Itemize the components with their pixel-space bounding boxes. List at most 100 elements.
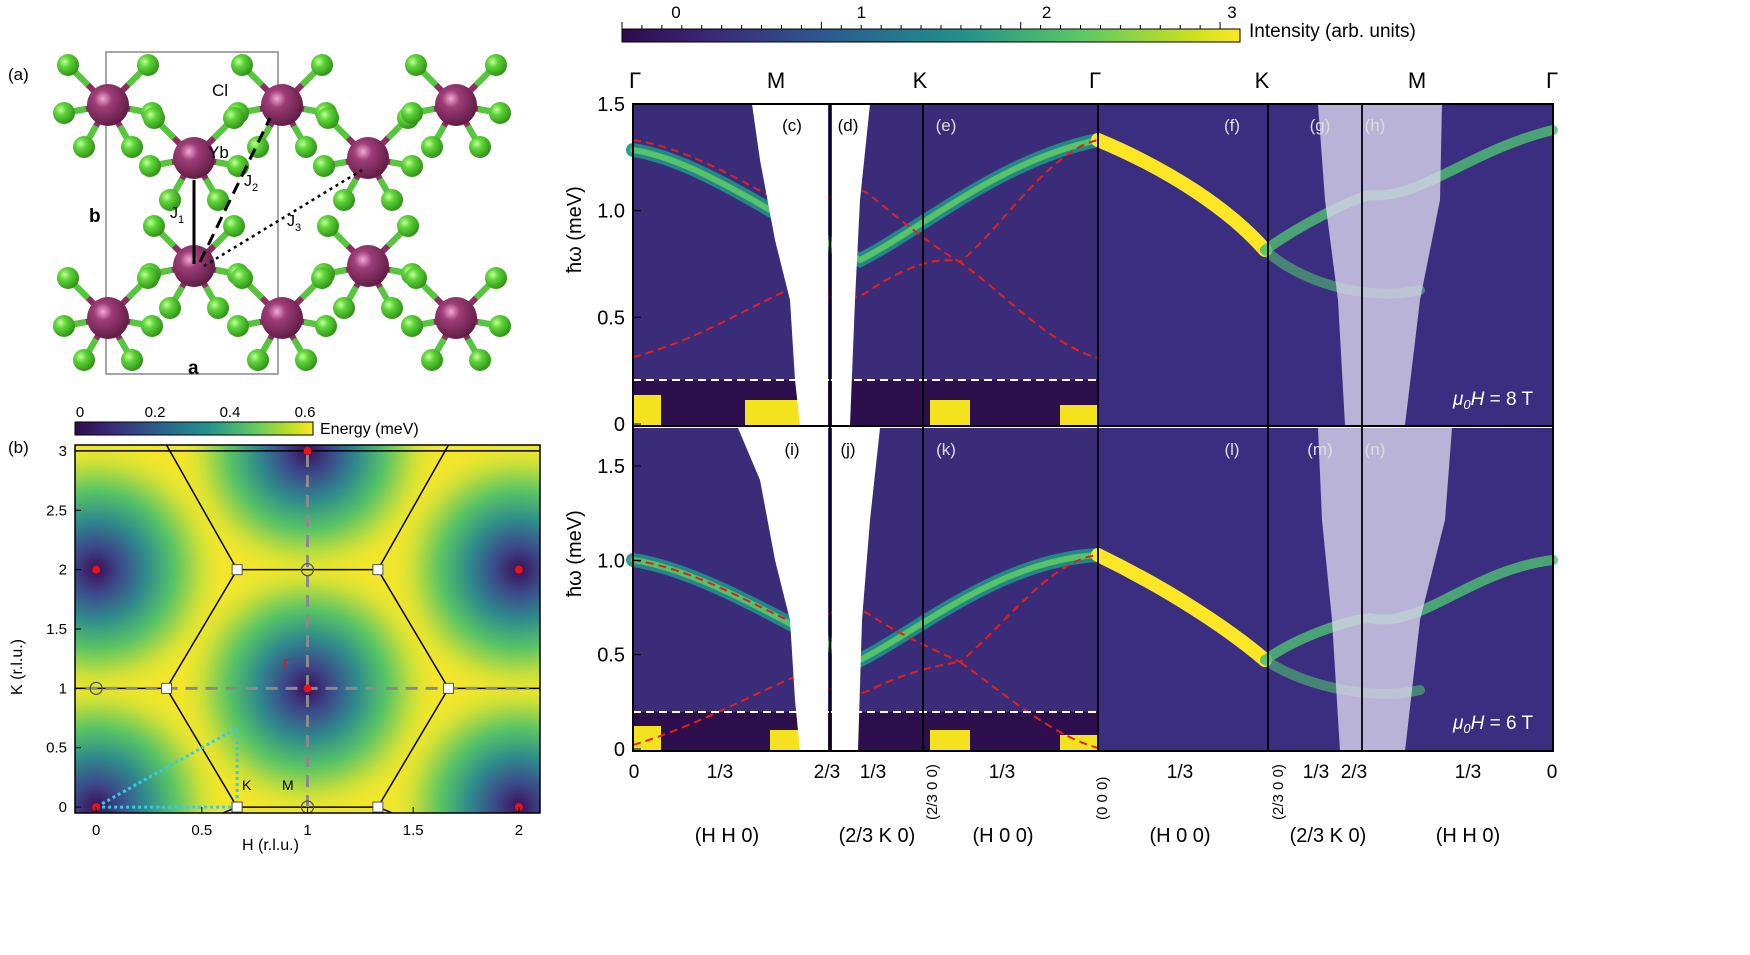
energy-minimum <box>75 445 228 701</box>
cl-atom <box>143 107 165 129</box>
subpanel-label: (n) <box>1365 440 1386 459</box>
yb-atom <box>347 137 389 179</box>
path-label: (H H 0) <box>1436 825 1500 847</box>
cl-atom <box>231 267 253 289</box>
k-point-label: K <box>242 777 252 793</box>
x-tick-label: 1/3 <box>1303 762 1329 783</box>
subpanel-label: (m) <box>1307 440 1332 459</box>
cl-atom <box>207 189 229 211</box>
j1-subscript: 1 <box>178 214 184 226</box>
mu-subscript: 0 <box>1463 721 1471 736</box>
energy-minimum <box>387 445 540 701</box>
cl-atom <box>139 155 161 177</box>
cl-atom <box>223 215 245 237</box>
x-tick-label: 1 <box>303 822 311 839</box>
rotated-q-label: (0 0 0) <box>1094 777 1111 820</box>
cl-atom <box>485 54 507 76</box>
x-tick-label: 0 <box>92 822 100 839</box>
crystal-structure: (a) Yb Cl b a J1 J2 J3 <box>8 51 511 379</box>
intensity-tick-label: 0 <box>671 3 680 22</box>
bright-spot <box>1060 735 1098 751</box>
k-point-marker <box>231 564 243 576</box>
bottom-y-tick-label: 0 <box>614 739 625 761</box>
m-point-marker <box>300 562 315 577</box>
yb-atom <box>261 297 303 339</box>
energy-ylabel-top: ħω (meV) <box>564 186 586 273</box>
high-symmetry-point: Γ <box>1089 68 1101 93</box>
intensity-colorbar-label: Intensity (arb. units) <box>1249 21 1416 42</box>
path-label: (2/3 K 0) <box>1290 825 1367 847</box>
x-tick-label: 1/3 <box>989 762 1015 783</box>
top-y-tick-label: 1.0 <box>597 201 625 223</box>
cl-atom <box>469 349 491 371</box>
cl-atom <box>121 136 143 158</box>
intensity-colorbar: 0 1 2 3 Intensity (arb. units) <box>621 3 1416 43</box>
y-tick-label: 1 <box>59 680 67 697</box>
cl-atom <box>223 107 245 129</box>
outer-frame <box>632 103 1554 752</box>
cl-atom <box>159 189 181 211</box>
cl-atom <box>53 315 75 337</box>
m-point-marker <box>300 800 315 813</box>
high-symmetry-point: M <box>1408 68 1426 93</box>
energy-colorbar-label: Energy (meV) <box>320 421 419 438</box>
cl-atom <box>121 349 143 371</box>
y-tick-label: 2.5 <box>46 502 67 519</box>
cl-atom <box>401 155 423 177</box>
low-energy-band <box>633 712 1098 751</box>
energy-colorbar-tick: 0.4 <box>220 404 241 421</box>
energy-minimum <box>75 676 228 813</box>
cl-atom <box>405 54 427 76</box>
calc-band <box>1091 548 1272 667</box>
y-tick-label: 1.5 <box>46 621 67 638</box>
dispersion-axes: 0 0.5 1.0 1.5 0 0.5 1.0 1.5 0 1/3 2/3 1/3 1/3 1/3 1/3 2… <box>597 94 1557 820</box>
mu-subscript: 0 <box>1463 397 1471 412</box>
bright-spot <box>930 730 970 750</box>
subpanel-label: (f) <box>1224 116 1240 135</box>
cl-atom <box>207 297 229 319</box>
x-tick-label: 1/3 <box>860 762 886 783</box>
white-mask <box>752 104 828 425</box>
rotated-q-label: (2/3 0 0) <box>1270 764 1287 820</box>
cl-atom <box>405 267 427 289</box>
cl-atom <box>489 315 511 337</box>
energy-minimum <box>176 445 439 582</box>
top-y-tick-label: 0.5 <box>597 307 625 329</box>
cl-atom <box>159 297 181 319</box>
h-symbol: H <box>1471 389 1485 410</box>
y-tick-label: 3 <box>59 443 67 460</box>
j3-exchange-line <box>203 168 363 268</box>
x-tick-label: 2/3 <box>1341 762 1367 783</box>
bright-spot <box>1060 405 1098 425</box>
energy-colorbar-tick: 0 <box>76 404 84 421</box>
cl-atom <box>73 136 95 158</box>
cl-atom <box>397 215 419 237</box>
unit-cell-outline <box>105 51 279 375</box>
cl-atom <box>421 349 443 371</box>
cl-atom <box>311 267 333 289</box>
energy-minimum <box>387 676 540 813</box>
panel-label-a: (a) <box>8 65 29 84</box>
field-label-bottom: μ0H = 6 T <box>1452 713 1534 736</box>
panel-separators <box>632 103 1554 752</box>
theory-upper <box>632 139 1099 264</box>
panel-b-energy-map: (b) 0 0.2 0.4 0.6 Energy (meV) 0 0.5 1 1.5 2 0 0.… <box>8 404 541 854</box>
gamma-point-marker <box>303 446 312 455</box>
cl-atom <box>317 215 339 237</box>
mu-symbol: μ <box>1452 389 1464 410</box>
x-tick-label: 0 <box>629 762 640 783</box>
cl-atom <box>137 54 159 76</box>
k-point-marker <box>442 682 454 694</box>
j2-exchange-line <box>198 117 272 263</box>
subpanel-label: (e) <box>936 116 957 135</box>
yb-label: Yb <box>208 143 229 162</box>
intensity-tick-label: 1 <box>857 3 866 22</box>
theory-upper <box>632 554 1099 664</box>
cl-atom <box>401 315 423 337</box>
energy-ylabel-bottom: ħω (meV) <box>564 510 586 597</box>
energy-map-axes: 0 0.5 1 1.5 2 0 0.5 1 1.5 2 2.5 3 <box>46 443 523 839</box>
x-tick-label: 1/3 <box>707 762 733 783</box>
field-prefix-top: μ0H <box>1452 389 1485 412</box>
cl-atom <box>143 215 165 237</box>
cl-atom <box>57 267 79 289</box>
